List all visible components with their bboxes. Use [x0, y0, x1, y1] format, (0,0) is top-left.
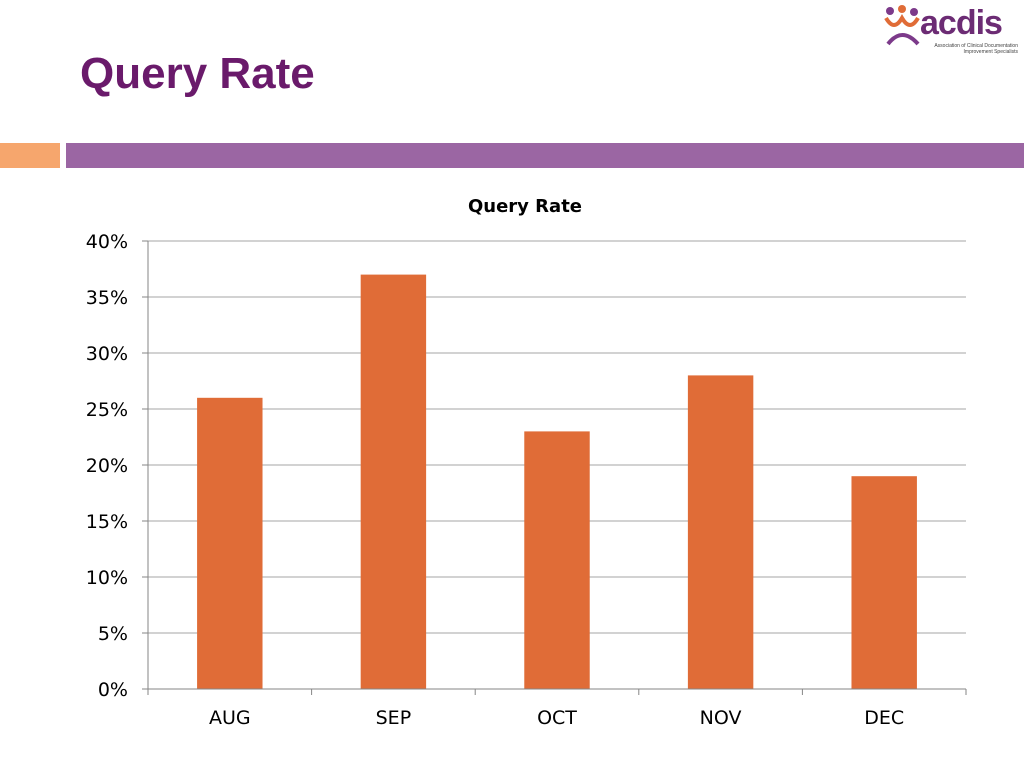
y-tick-label: 40% — [86, 231, 128, 253]
x-tick-label: NOV — [700, 707, 742, 729]
bar-nov — [687, 375, 754, 689]
x-tick-label: AUG — [209, 707, 251, 729]
bar-oct — [524, 431, 590, 689]
bar-aug — [197, 397, 263, 689]
y-tick-label: 30% — [86, 343, 128, 365]
y-tick-label: 5% — [98, 623, 128, 645]
bar-dec — [851, 476, 917, 689]
axes — [142, 240, 967, 695]
y-tick-label: 15% — [86, 511, 128, 533]
y-tick-label: 35% — [86, 287, 128, 309]
x-tick-label: DEC — [864, 707, 904, 729]
x-tick-label: SEP — [376, 707, 412, 729]
bars — [197, 274, 917, 689]
y-tick-label: 20% — [86, 455, 128, 477]
y-tick-label: 10% — [86, 567, 128, 589]
bar-chart: Query Rate 0% 5% 10% 15% 20% 25% 30% 35% 40% AUG S… — [86, 196, 967, 729]
tick-labels: 0% 5% 10% 15% 20% 25% 30% 35% 40% AUG SEP OCT NOV DEC — [86, 231, 904, 729]
logo-figures-icon — [884, 5, 920, 46]
logo-wordmark: acdis — [920, 4, 1003, 42]
logo-tagline: Association of Clinical Documentation Im… — [934, 43, 1018, 55]
y-tick-label: 25% — [86, 399, 128, 421]
accent-bar-purple — [66, 143, 1024, 168]
bar-sep — [360, 274, 427, 689]
chart-title: Query Rate — [468, 196, 582, 217]
y-tick-label: 0% — [98, 679, 128, 701]
acdis-logo: acdis Association of Clinical Documentat… — [884, 4, 1019, 55]
slide-title: Query Rate — [80, 49, 315, 98]
x-tick-label: OCT — [537, 707, 577, 729]
accent-bar-orange — [0, 143, 60, 168]
